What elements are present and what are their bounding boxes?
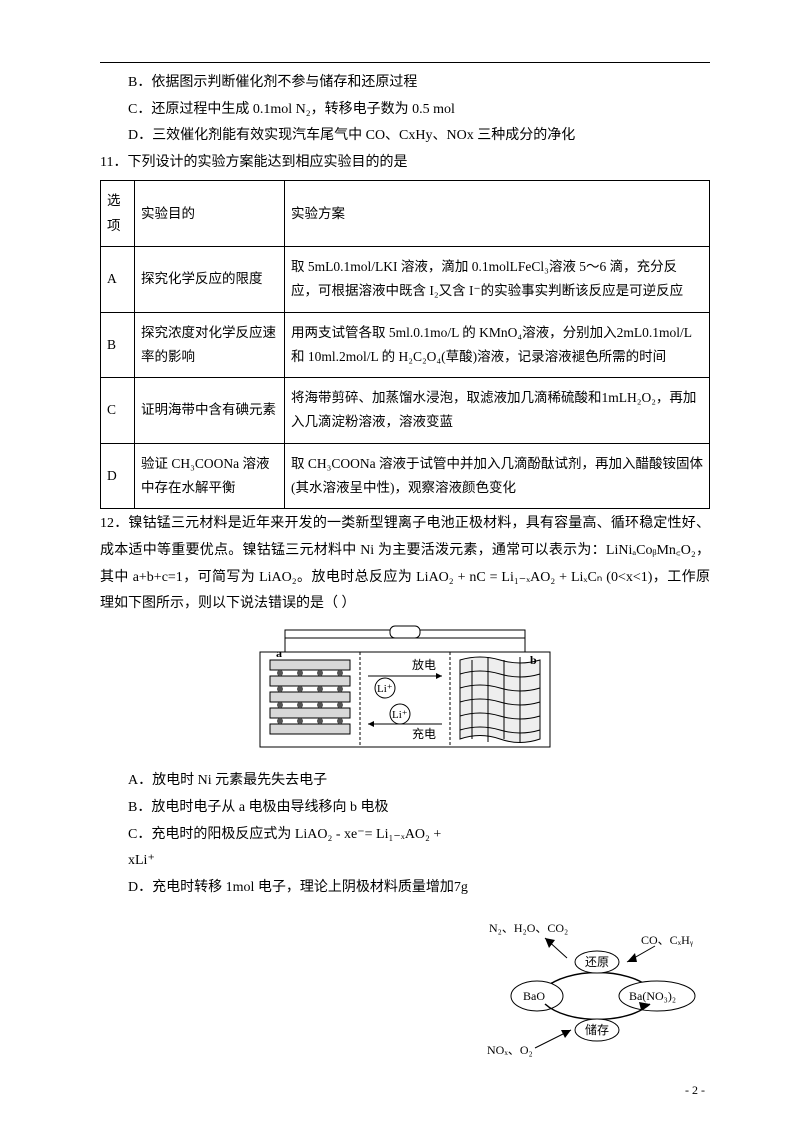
page-number: - 2 - xyxy=(685,1079,705,1102)
cell-purpose: 证明海带中含有碘元素 xyxy=(135,378,285,444)
table-row: D 验证 CH₃COONa 溶液中存在水解平衡 取 CH₃COONa 溶液于试管… xyxy=(101,443,710,509)
question-11: 11．下列设计的实验方案能达到相应实验目的的是 xyxy=(100,150,710,177)
cell-option: D xyxy=(101,443,135,509)
cycle-diagram-icon: N₂、H₂O、CO₂ CO、CₓHᵧ 还原 BaO Ba(NO₃)₂ 储存 NO… xyxy=(485,918,710,1058)
ion-label: Li⁺ xyxy=(377,683,393,695)
table-row: C 证明海带中含有碘元素 将海带剪碎、加蒸馏水浸泡，取滤液加几滴稀硫酸和1mLH… xyxy=(101,378,710,444)
cell-purpose: 验证 CH₃COONa 溶液中存在水解平衡 xyxy=(135,443,285,509)
question-12-text: 12．镍钴锰三元材料是近年来开发的一类新型锂离子电池正极材料，具有容量高、循环稳… xyxy=(100,511,710,617)
discharge-label: 放电 xyxy=(412,657,436,672)
q12-option-d: D．充电时转移 1mol 电子，理论上阴极材料质量增加7g xyxy=(100,875,470,902)
bano3-label: Ba(NO₃)₂ xyxy=(629,989,676,1003)
cycle-bottom-left: NOₓ、O₂ xyxy=(487,1043,533,1057)
table-row: B 探究浓度对化学反应速率的影响 用两支试管各取 5ml.0.1mo/L 的 K… xyxy=(101,312,710,378)
reduce-label: 还原 xyxy=(585,955,609,969)
cell-option: A xyxy=(101,246,135,312)
option-d: D．三效催化剂能有效实现汽车尾气中 CO、CxHy、NOx 三种成分的净化 xyxy=(100,123,710,150)
option-b: B．依据图示判断催化剂不参与储存和还原过程 xyxy=(100,70,710,97)
q12-option-c: C．充电时的阳极反应式为 LiAO₂ - xe⁻= Li₁₋ₓAO₂ + xLi… xyxy=(100,822,470,875)
cell-option: B xyxy=(101,312,135,378)
table-row: 选项 实验目的 实验方案 xyxy=(101,181,710,247)
bao-label: BaO xyxy=(523,989,545,1003)
cell-option: C xyxy=(101,378,135,444)
ion-label: Li⁺ xyxy=(392,709,408,721)
battery-diagram-icon: a b 放电 Li⁺ Li⁺ 充电 xyxy=(250,624,560,754)
experiment-table: 选项 实验目的 实验方案 A 探究化学反应的限度 取 5mL0.1mol/LKI… xyxy=(100,180,710,509)
store-label: 储存 xyxy=(585,1022,609,1037)
header-option: 选项 xyxy=(101,181,135,247)
cell-plan: 取 5mL0.1mol/LKI 溶液，滴加 0.1molLFeCl₃溶液 5～6… xyxy=(285,246,710,312)
horizontal-rule xyxy=(100,62,710,63)
header-plan: 实验方案 xyxy=(285,181,710,247)
cell-purpose: 探究浓度对化学反应速率的影响 xyxy=(135,312,285,378)
cell-plan: 将海带剪碎、加蒸馏水浸泡，取滤液加几滴稀硫酸和1mLH₂O₂，再加入几滴淀粉溶液… xyxy=(285,378,710,444)
battery-figure: a b 放电 Li⁺ Li⁺ 充电 xyxy=(100,624,710,765)
q12-option-b: B．放电时电子从 a 电极由导线移向 b 电极 xyxy=(100,795,470,822)
header-purpose: 实验目的 xyxy=(135,181,285,247)
cycle-top-left: N₂、H₂O、CO₂ xyxy=(489,921,568,935)
q12-option-a: A．放电时 Ni 元素最先失去电子 xyxy=(100,768,470,795)
charge-label: 充电 xyxy=(412,726,436,741)
electrode-b-label: b xyxy=(530,653,537,667)
cell-purpose: 探究化学反应的限度 xyxy=(135,246,285,312)
electrode-a-label: a xyxy=(276,646,282,660)
table-row: A 探究化学反应的限度 取 5mL0.1mol/LKI 溶液，滴加 0.1mol… xyxy=(101,246,710,312)
cell-plan: 用两支试管各取 5ml.0.1mo/L 的 KMnO₄溶液，分别加入2mL0.1… xyxy=(285,312,710,378)
option-c: C．还原过程中生成 0.1mol N₂，转移电子数为 0.5 mol xyxy=(100,97,710,124)
cell-plan: 取 CH₃COONa 溶液于试管中并加入几滴酚酞试剂，再加入醋酸铵固体(其水溶液… xyxy=(285,443,710,509)
cycle-top-right: CO、CₓHᵧ xyxy=(641,933,694,947)
